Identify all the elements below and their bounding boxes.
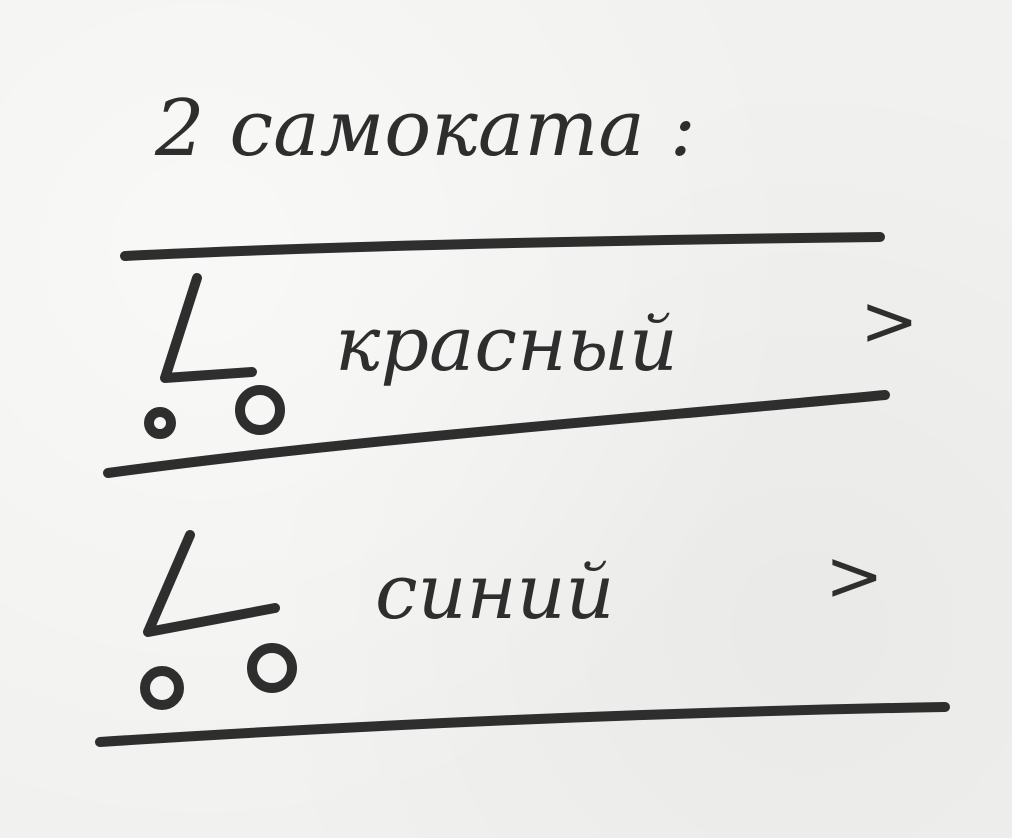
chevron-right-icon: >	[860, 280, 919, 362]
top-divider	[120, 232, 885, 261]
list-item-red-scooter[interactable]: красный >	[144, 273, 919, 439]
scooter-icon	[144, 273, 285, 439]
page-title: 2 самоката :	[154, 84, 696, 174]
bottom-divider	[95, 702, 950, 747]
chevron-right-icon: >	[825, 535, 884, 617]
middle-divider	[103, 390, 890, 478]
list-item-label: синий	[375, 547, 614, 636]
list-item-blue-scooter[interactable]: синий >	[140, 530, 884, 710]
scooter-icon	[140, 530, 297, 710]
list-item-label: красный	[335, 299, 678, 388]
